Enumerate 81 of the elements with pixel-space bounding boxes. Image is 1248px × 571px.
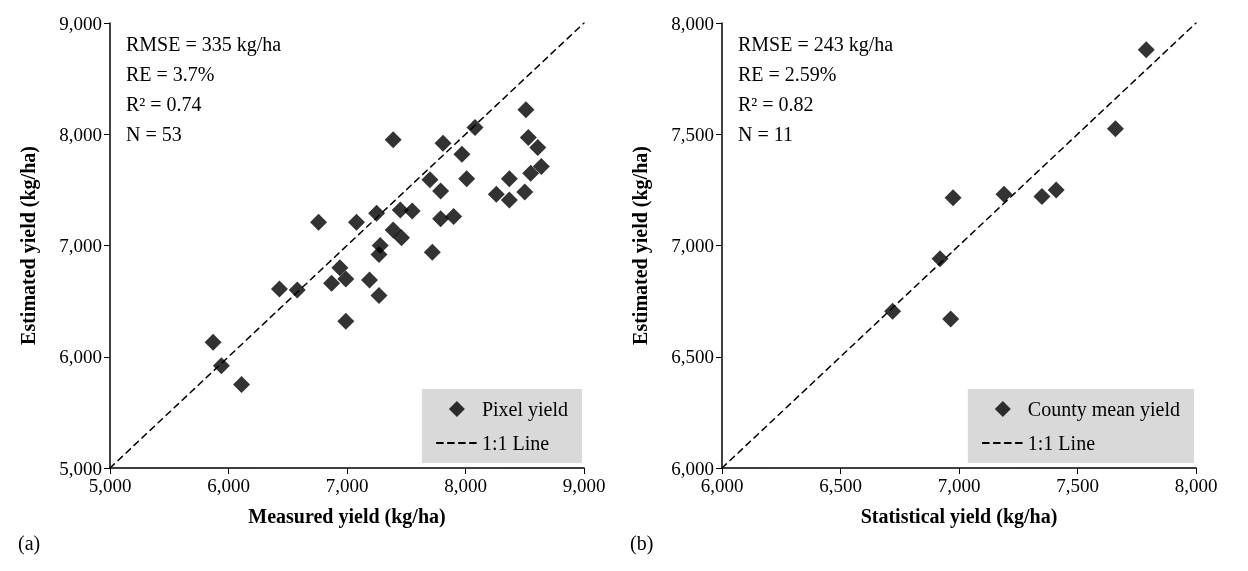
annotation: R² = 0.82: [738, 93, 814, 115]
y-tick-label: 9,000: [59, 12, 102, 34]
point: [445, 208, 463, 226]
text: (a): [18, 532, 41, 555]
x-axis-title: Measured yield (kg/ha): [248, 505, 446, 528]
point: [270, 280, 288, 298]
point: [432, 210, 450, 228]
y-tick-label: 6,000: [59, 346, 102, 368]
point: [529, 139, 547, 157]
annotation: N = 53: [126, 123, 182, 145]
point: [337, 312, 355, 330]
point: [337, 270, 355, 288]
point: [393, 229, 411, 247]
x-tick-label: 6,000: [207, 475, 250, 496]
point: [942, 310, 960, 328]
point: [522, 164, 540, 182]
point: [370, 287, 388, 305]
annotation: N = 11: [738, 123, 793, 145]
point: [884, 302, 902, 320]
point: [500, 191, 518, 209]
point: [384, 131, 402, 149]
point: [458, 170, 476, 188]
x-tick-label: 7,000: [937, 475, 981, 496]
point: [370, 245, 388, 263]
point: [434, 134, 452, 152]
y-tick-label: 7,500: [671, 123, 714, 145]
point: [384, 221, 402, 239]
y-tick-label: 7,000: [59, 235, 102, 256]
point: [516, 183, 534, 201]
point: [1106, 120, 1124, 138]
point: [995, 185, 1013, 203]
point: [204, 333, 222, 351]
point: [361, 271, 379, 289]
x-tick-label: 6,500: [819, 475, 862, 496]
x-tick-label: 7,000: [325, 475, 369, 496]
point: [931, 250, 949, 268]
annotation: RE = 2.59%: [738, 63, 837, 85]
y-tick-label: 8,000: [671, 12, 714, 34]
y-tick-label: 8,000: [59, 123, 102, 145]
point: [532, 158, 550, 176]
y-tick-label: 7,000: [671, 235, 714, 256]
point: [310, 213, 328, 231]
point: [391, 201, 409, 219]
annotation: R² = 0.74: [126, 93, 202, 115]
y-tick-label: 6,500: [671, 346, 714, 368]
x-tick-label: 8,000: [1174, 475, 1218, 496]
point: [944, 189, 962, 207]
point: [432, 182, 450, 200]
point: [421, 171, 439, 189]
point: [1047, 181, 1065, 199]
y-axis-title: Estimated yield (kg/ha): [629, 146, 652, 345]
point: [1137, 41, 1155, 59]
legend-label: Pixel yield: [481, 398, 569, 421]
legend-label: 1:1 Line: [481, 432, 550, 454]
point: [487, 185, 505, 203]
point: [403, 202, 421, 220]
point: [331, 259, 349, 277]
point: [519, 129, 537, 147]
legend-label: County mean yield: [1027, 398, 1181, 421]
annotation: RMSE = 335 kg/ha: [126, 33, 282, 56]
x-tick-label: 7,500: [1056, 475, 1099, 496]
annotation: RMSE = 243 kg/ha: [738, 33, 894, 56]
point: [233, 376, 251, 394]
x-tick-label: 9,000: [562, 475, 606, 496]
point: [453, 145, 471, 163]
point: [347, 213, 365, 231]
point: [423, 243, 441, 261]
point: [500, 170, 518, 188]
point: [1033, 188, 1051, 206]
point: [466, 119, 484, 137]
annotation: RE = 3.7%: [126, 63, 215, 85]
text: (b): [630, 532, 654, 555]
point: [323, 274, 341, 292]
legend-label: 1:1 Line: [1027, 432, 1096, 454]
point: [288, 281, 306, 299]
point: [517, 101, 535, 119]
point: [368, 204, 386, 222]
point: [212, 357, 230, 375]
y-axis-title: Estimated yield (kg/ha): [17, 146, 40, 345]
x-axis-title: Statistical yield (kg/ha): [860, 505, 1058, 528]
x-tick-label: 8,000: [444, 475, 487, 496]
